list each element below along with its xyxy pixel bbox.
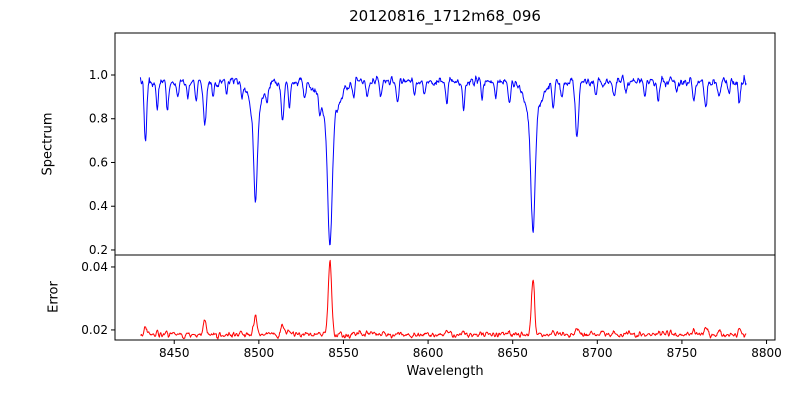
- spectrum-line: [139, 74, 747, 246]
- y-tick-label: 0.04: [81, 260, 108, 274]
- x-tick-label: 8650: [497, 346, 528, 360]
- y-tick-label: 0.2: [89, 243, 108, 257]
- x-tick-label: 8600: [413, 346, 444, 360]
- error-line: [140, 259, 747, 340]
- y-tick-label: 0.02: [81, 323, 108, 337]
- axes-box-spectrum: [114, 32, 776, 256]
- y-tick-label: 0.8: [89, 112, 108, 126]
- x-tick-label: 8800: [751, 346, 782, 360]
- x-tick-label: 8550: [328, 346, 359, 360]
- x-axis-label: Wavelength: [406, 364, 484, 379]
- y-tick-label: 0.4: [89, 199, 108, 213]
- y-tick-label: 0.6: [89, 155, 108, 169]
- axes-box-error: [114, 254, 776, 341]
- x-tick-label: 8450: [159, 346, 190, 360]
- chart-title: 20120816_1712m68_096: [349, 7, 541, 25]
- x-tick-label: 8700: [582, 346, 613, 360]
- x-tick-label: 8750: [667, 346, 698, 360]
- x-tick-label: 8500: [244, 346, 275, 360]
- y-tick-label: 1.0: [89, 68, 108, 82]
